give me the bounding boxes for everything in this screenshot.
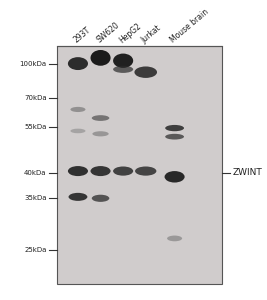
Ellipse shape bbox=[92, 195, 109, 202]
Ellipse shape bbox=[135, 167, 156, 176]
Text: 100kDa: 100kDa bbox=[19, 61, 46, 67]
Ellipse shape bbox=[68, 166, 88, 176]
Ellipse shape bbox=[113, 66, 133, 73]
Text: Mouse brain: Mouse brain bbox=[169, 8, 211, 45]
Ellipse shape bbox=[165, 125, 184, 131]
Ellipse shape bbox=[91, 50, 111, 66]
Text: ZWINT: ZWINT bbox=[232, 168, 262, 177]
Ellipse shape bbox=[113, 54, 133, 68]
Ellipse shape bbox=[70, 107, 85, 112]
Ellipse shape bbox=[134, 67, 157, 78]
Ellipse shape bbox=[92, 131, 109, 136]
Text: 35kDa: 35kDa bbox=[24, 195, 46, 201]
Text: HepG2: HepG2 bbox=[117, 21, 143, 45]
Ellipse shape bbox=[164, 171, 185, 182]
Text: 293T: 293T bbox=[72, 26, 93, 45]
Text: 70kDa: 70kDa bbox=[24, 95, 46, 101]
Text: SW620: SW620 bbox=[95, 21, 121, 45]
Text: 40kDa: 40kDa bbox=[24, 169, 46, 175]
Ellipse shape bbox=[70, 129, 85, 133]
Ellipse shape bbox=[69, 193, 87, 201]
Ellipse shape bbox=[91, 166, 111, 176]
Ellipse shape bbox=[92, 115, 109, 121]
Text: 55kDa: 55kDa bbox=[24, 124, 46, 130]
Ellipse shape bbox=[165, 134, 184, 140]
Ellipse shape bbox=[113, 167, 133, 176]
Ellipse shape bbox=[68, 57, 88, 70]
Text: 25kDa: 25kDa bbox=[24, 247, 46, 253]
Ellipse shape bbox=[167, 236, 182, 241]
FancyBboxPatch shape bbox=[57, 46, 222, 284]
Text: Jurkat: Jurkat bbox=[140, 23, 163, 45]
